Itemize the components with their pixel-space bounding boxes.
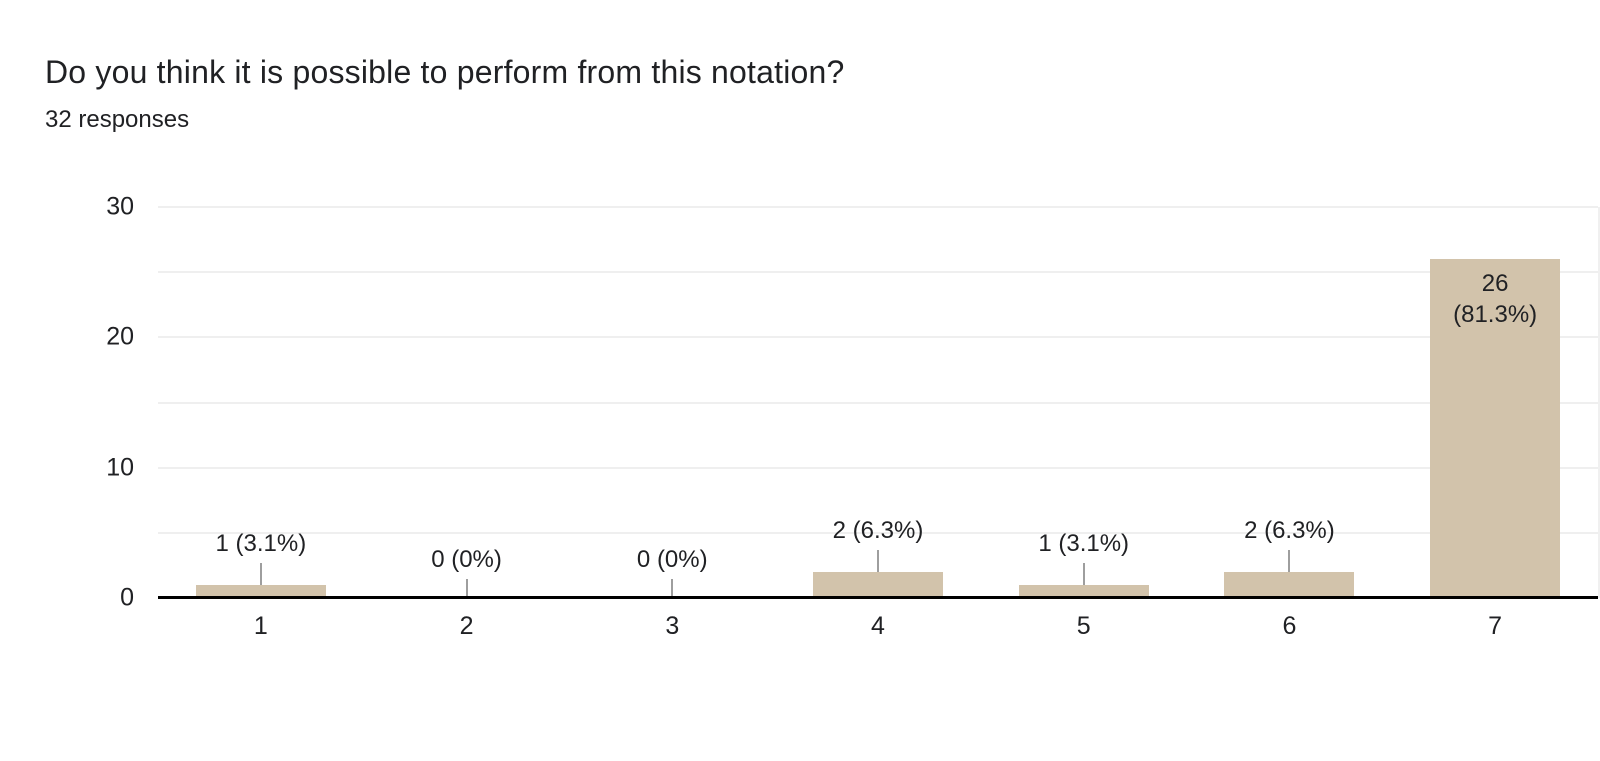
x-tick-label: 1 — [253, 612, 268, 640]
y-tick-label: 0 — [120, 583, 134, 612]
bar-value-label: 2 (6.3%) — [832, 517, 924, 545]
callout-line — [1288, 549, 1291, 572]
callout-line — [876, 549, 879, 572]
bar-value-label-group: 0 (0%) — [569, 546, 775, 598]
bar-value-label: 1 (3.1%) — [1038, 530, 1130, 558]
bar — [1430, 259, 1561, 598]
y-gridline — [158, 531, 1598, 534]
bar — [1224, 571, 1355, 598]
bar-value-label-group: 1 (3.1%) — [158, 530, 364, 585]
x-tick-label: 5 — [1076, 612, 1091, 640]
y-gridline — [158, 271, 1598, 274]
y-gridline — [158, 466, 1598, 469]
bar-value-label-group: 2 (6.3%) — [775, 517, 981, 572]
x-tick-label: 4 — [871, 612, 885, 640]
question-title: Do you think it is possible to perform f… — [45, 54, 845, 90]
bar-value-label-group: 1 (3.1%) — [981, 530, 1187, 585]
y-tick-label: 20 — [106, 322, 134, 351]
x-tick-label: 3 — [665, 612, 680, 640]
y-gridline — [158, 336, 1598, 339]
x-tick-label: 6 — [1282, 612, 1297, 640]
bar — [195, 584, 326, 598]
bar-value-label-group: 0 (0%) — [364, 546, 570, 598]
response-count: 32 responses — [45, 106, 190, 133]
y-gridline — [158, 401, 1598, 404]
bar-value-label: 0 (0%) — [431, 546, 502, 574]
bar-value-label-group: 2 (6.3%) — [1187, 517, 1393, 572]
bar — [1018, 584, 1149, 598]
callout-line — [259, 562, 262, 585]
bar-value-label: 1 (3.1%) — [215, 530, 307, 558]
y-tick-label: 30 — [106, 192, 134, 221]
x-tick-label: 2 — [459, 612, 474, 640]
y-tick-label: 10 — [106, 453, 134, 482]
bar — [813, 571, 943, 598]
x-axis-line — [158, 596, 1598, 599]
plot-area: 0 10 20 30 1 (3.1%) 1 0 (0%) 2 0 (0%) 3 2 (6.3%) 4 1… — [106, 194, 1600, 640]
bar-value-label: 2 (6.3%) — [1244, 517, 1335, 545]
callout-line — [1082, 562, 1085, 585]
y-gridline — [158, 206, 1598, 208]
x-tick-label: 7 — [1488, 612, 1503, 640]
bar-value-label: 0 (0%) — [636, 546, 708, 574]
